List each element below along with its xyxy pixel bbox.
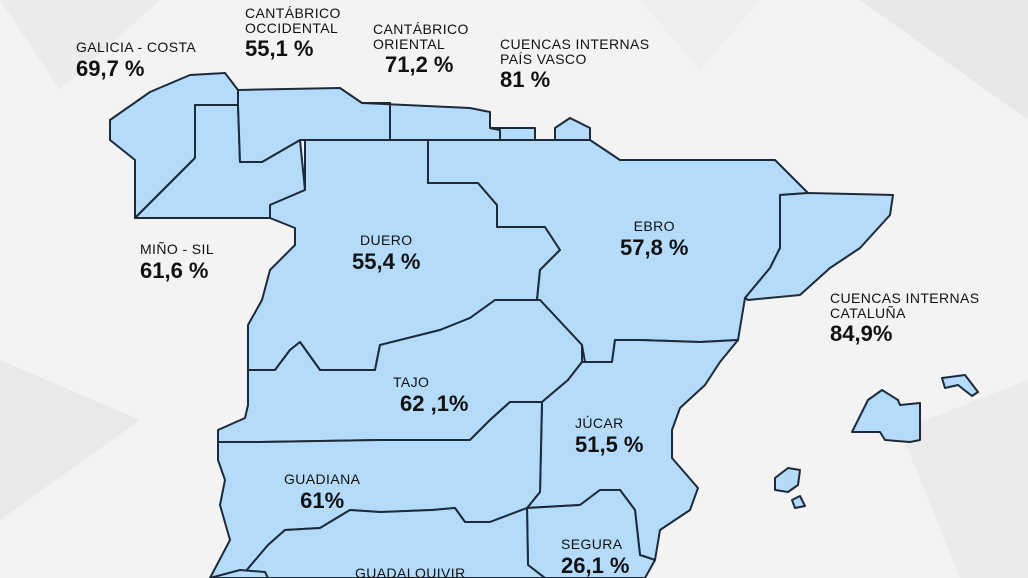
- bg-shape: [860, 0, 1028, 120]
- basin-name-line1: CUENCAS INTERNAS: [830, 290, 980, 306]
- basin-name-line1: CUENCAS INTERNAS: [500, 36, 650, 52]
- basin-name-line2: OCCIDENTAL: [245, 19, 339, 36]
- basin-cuencas-internas-pais-vasco: [489, 117, 591, 141]
- basin-name-line2: CATALUÑA: [830, 304, 906, 321]
- label-galicia-costa: GALICIA - COSTA 69,7 %: [76, 40, 196, 80]
- bg-shape: [900, 380, 1028, 578]
- basin-value: 84,9%: [830, 321, 893, 347]
- island-ibiza: [774, 467, 801, 493]
- basin-value: 55,4 %: [352, 248, 421, 274]
- island-menorca: [941, 374, 979, 397]
- basin-value: 62 ,1%: [400, 390, 469, 416]
- basin-value: 71,2 %: [385, 52, 454, 78]
- basin-name: TAJO: [393, 374, 430, 390]
- bg-shape: [640, 0, 760, 70]
- label-guadalquivir: GUADALQUIVIR: [355, 566, 466, 578]
- basin-name-line1: CANTÁBRICO: [245, 5, 341, 21]
- label-duero: DUERO 55,4 %: [352, 233, 421, 273]
- basin-name-line2: ORIENTAL: [373, 35, 446, 52]
- basin-fragment: [209, 569, 269, 578]
- label-jucar: JÚCAR 51,5 %: [575, 416, 644, 456]
- basin-name: GUADALQUIVIR: [355, 565, 466, 578]
- basin-name-line2: PAÍS VASCO: [500, 50, 587, 67]
- basin-cuencas-internas-cataluna: [744, 192, 894, 301]
- label-cuencas-internas-pais-vasco: CUENCAS INTERNAS PAÍS VASCO 81 %: [500, 36, 650, 93]
- basin-name: GUADIANA: [284, 471, 361, 487]
- island-mallorca: [851, 389, 921, 443]
- bg-shape: [0, 0, 160, 90]
- basin-name: JÚCAR: [575, 415, 624, 431]
- label-guadiana: GUADIANA 61%: [284, 472, 360, 512]
- label-cuencas-internas-cataluna: CUENCAS INTERNAS CATALUÑA 84,9%: [830, 290, 980, 347]
- island-formentera: [791, 495, 806, 509]
- bg-shape: [0, 360, 140, 520]
- basin-name: EBRO: [633, 218, 675, 234]
- basin-value: 55,1 %: [245, 36, 314, 62]
- basin-name: GALICIA - COSTA: [76, 39, 197, 55]
- label-ebro: EBRO 57,8 %: [620, 219, 689, 259]
- basin-value: 26,1 %: [561, 552, 630, 578]
- label-cantabrico-occidental: CANTÁBRICO OCCIDENTAL 55,1 %: [245, 5, 341, 62]
- basin-value: 57,8 %: [620, 234, 689, 260]
- basin-name: MIÑO - SIL: [140, 241, 215, 257]
- label-cantabrico-oriental: CANTÁBRICO ORIENTAL 71,2 %: [373, 21, 469, 78]
- label-tajo: TAJO 62 ,1%: [393, 375, 469, 415]
- label-segura: SEGURA 26,1 %: [561, 537, 630, 577]
- basin-value: 61,6 %: [140, 257, 209, 283]
- basin-value: 61%: [300, 487, 345, 513]
- basin-name: SEGURA: [561, 536, 623, 552]
- basin-name-line1: CANTÁBRICO: [373, 21, 469, 37]
- basin-value: 69,7 %: [76, 55, 145, 81]
- basin-value: 51,5 %: [575, 431, 644, 457]
- label-mino-sil: MIÑO - SIL 61,6 %: [140, 242, 214, 282]
- basin-guadalquivir: [239, 507, 546, 578]
- basin-name: DUERO: [359, 232, 413, 248]
- basin-value: 81 %: [500, 67, 551, 93]
